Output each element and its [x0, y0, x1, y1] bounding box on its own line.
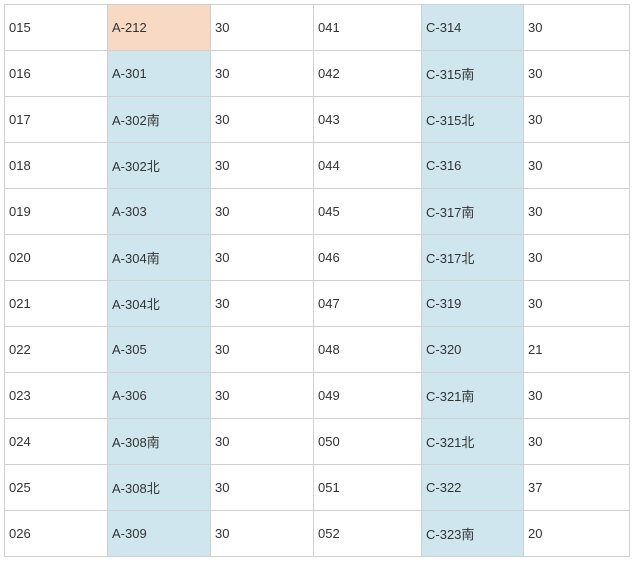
cap-right-cell: 30: [524, 281, 630, 327]
cap-left-cell: 30: [211, 419, 314, 465]
id-left-cell: 020: [5, 235, 108, 281]
cap-right-cell: 20: [524, 511, 630, 557]
id-left-cell: 019: [5, 189, 108, 235]
id-right-cell: 052: [314, 511, 422, 557]
room-left-cell: A-306: [108, 373, 211, 419]
cap-left-cell: 30: [211, 189, 314, 235]
room-right-cell: C-319: [422, 281, 524, 327]
table-row: 017A-302南30043C-315北30: [5, 97, 630, 143]
cap-left-cell: 30: [211, 5, 314, 51]
table-row: 025A-308北30051C-32237: [5, 465, 630, 511]
cap-left-cell: 30: [211, 465, 314, 511]
room-left-cell: A-304南: [108, 235, 211, 281]
cap-right-cell: 21: [524, 327, 630, 373]
room-left-cell: A-309: [108, 511, 211, 557]
cap-right-cell: 30: [524, 373, 630, 419]
cap-right-cell: 30: [524, 419, 630, 465]
cap-right-cell: 37: [524, 465, 630, 511]
id-right-cell: 050: [314, 419, 422, 465]
id-right-cell: 047: [314, 281, 422, 327]
room-left-cell: A-303: [108, 189, 211, 235]
cap-right-cell: 30: [524, 97, 630, 143]
room-left-cell: A-308北: [108, 465, 211, 511]
room-left-cell: A-212: [108, 5, 211, 51]
room-left-cell: A-305: [108, 327, 211, 373]
table-row: 023A-30630049C-321南30: [5, 373, 630, 419]
room-right-cell: C-315北: [422, 97, 524, 143]
room-left-cell: A-301: [108, 51, 211, 97]
table-row: 020A-304南30046C-317北30: [5, 235, 630, 281]
cap-left-cell: 30: [211, 281, 314, 327]
table-row: 021A-304北30047C-31930: [5, 281, 630, 327]
id-right-cell: 041: [314, 5, 422, 51]
cap-left-cell: 30: [211, 51, 314, 97]
cap-left-cell: 30: [211, 511, 314, 557]
id-left-cell: 025: [5, 465, 108, 511]
table-row: 026A-30930052C-323南20: [5, 511, 630, 557]
cap-left-cell: 30: [211, 373, 314, 419]
id-right-cell: 045: [314, 189, 422, 235]
cap-right-cell: 30: [524, 5, 630, 51]
cap-left-cell: 30: [211, 143, 314, 189]
cap-left-cell: 30: [211, 235, 314, 281]
room-right-cell: C-317北: [422, 235, 524, 281]
room-table: 015A-21230041C-31430016A-30130042C-315南3…: [4, 4, 630, 557]
table-row: 022A-30530048C-32021: [5, 327, 630, 373]
id-left-cell: 023: [5, 373, 108, 419]
id-left-cell: 016: [5, 51, 108, 97]
id-left-cell: 026: [5, 511, 108, 557]
cap-right-cell: 30: [524, 189, 630, 235]
id-left-cell: 021: [5, 281, 108, 327]
room-right-cell: C-314: [422, 5, 524, 51]
cap-left-cell: 30: [211, 327, 314, 373]
id-right-cell: 042: [314, 51, 422, 97]
room-left-cell: A-302南: [108, 97, 211, 143]
room-right-cell: C-317南: [422, 189, 524, 235]
id-right-cell: 043: [314, 97, 422, 143]
cap-right-cell: 30: [524, 235, 630, 281]
room-left-cell: A-308南: [108, 419, 211, 465]
id-right-cell: 044: [314, 143, 422, 189]
room-left-cell: A-304北: [108, 281, 211, 327]
table-row: 024A-308南30050C-321北30: [5, 419, 630, 465]
table-row: 018A-302北30044C-31630: [5, 143, 630, 189]
cap-right-cell: 30: [524, 51, 630, 97]
room-right-cell: C-316: [422, 143, 524, 189]
id-left-cell: 024: [5, 419, 108, 465]
room-right-cell: C-322: [422, 465, 524, 511]
room-right-cell: C-321南: [422, 373, 524, 419]
room-left-cell: A-302北: [108, 143, 211, 189]
room-right-cell: C-321北: [422, 419, 524, 465]
id-right-cell: 048: [314, 327, 422, 373]
id-right-cell: 049: [314, 373, 422, 419]
table-row: 015A-21230041C-31430: [5, 5, 630, 51]
id-right-cell: 046: [314, 235, 422, 281]
room-right-cell: C-315南: [422, 51, 524, 97]
id-left-cell: 018: [5, 143, 108, 189]
table-row: 016A-30130042C-315南30: [5, 51, 630, 97]
cap-right-cell: 30: [524, 143, 630, 189]
id-right-cell: 051: [314, 465, 422, 511]
id-left-cell: 017: [5, 97, 108, 143]
cap-left-cell: 30: [211, 97, 314, 143]
room-right-cell: C-323南: [422, 511, 524, 557]
room-right-cell: C-320: [422, 327, 524, 373]
table-row: 019A-30330045C-317南30: [5, 189, 630, 235]
id-left-cell: 022: [5, 327, 108, 373]
id-left-cell: 015: [5, 5, 108, 51]
